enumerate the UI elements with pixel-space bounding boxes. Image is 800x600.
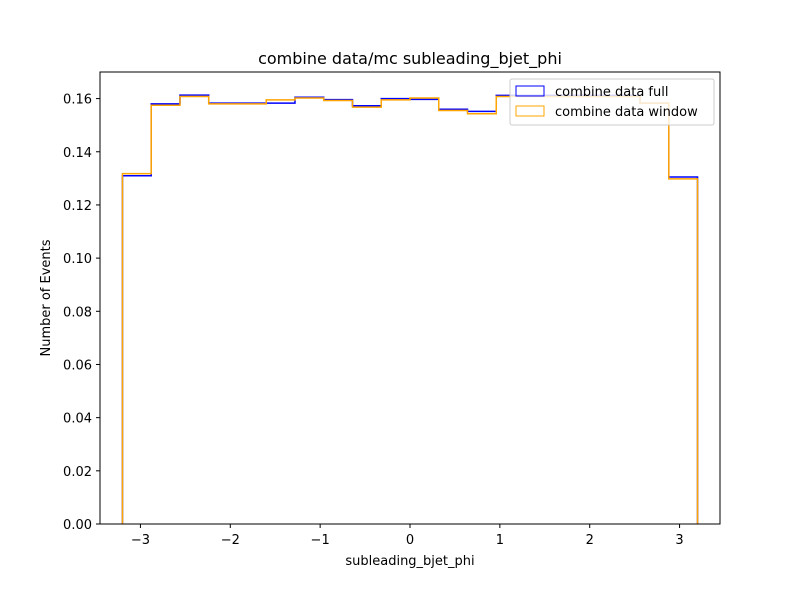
x-axis-ticks: −3 −2 −1 0 1 2 3 [131, 524, 684, 548]
legend-swatch-full [515, 85, 545, 97]
x-tick-label: −1 [311, 533, 330, 548]
legend-swatch-window [515, 105, 545, 117]
y-axis-label: Number of Events [39, 239, 54, 356]
y-tick-label: 0.16 [63, 93, 92, 108]
y-tick-label: 0.12 [63, 199, 92, 214]
x-tick-label: −3 [131, 533, 150, 548]
y-tick-label: 0.10 [63, 252, 92, 267]
y-tick-label: 0.14 [63, 146, 92, 161]
y-tick-label: 0.08 [63, 305, 92, 320]
x-tick-label: 3 [675, 533, 683, 548]
x-axis-label: subleading_bjet_phi [345, 554, 474, 569]
y-tick-label: 0.04 [63, 412, 92, 427]
x-tick-label: 1 [496, 533, 504, 548]
y-tick-label: 0.00 [63, 518, 92, 533]
x-tick-label: 0 [406, 533, 414, 548]
legend: combine data full combine data window [509, 78, 715, 126]
legend-label-window: combine data window [555, 105, 698, 120]
y-tick-label: 0.06 [63, 358, 92, 373]
x-tick-label: 2 [586, 533, 594, 548]
legend-box [509, 78, 715, 126]
chart-title: combine data/mc subleading_bjet_phi [258, 49, 562, 69]
y-tick-label: 0.02 [63, 465, 92, 480]
y-axis-ticks: 0.00 0.02 0.04 0.06 0.08 0.10 0.12 0.14 0.16 [63, 93, 100, 533]
legend-label-full: combine data full [555, 85, 668, 100]
x-tick-label: −2 [221, 533, 240, 548]
